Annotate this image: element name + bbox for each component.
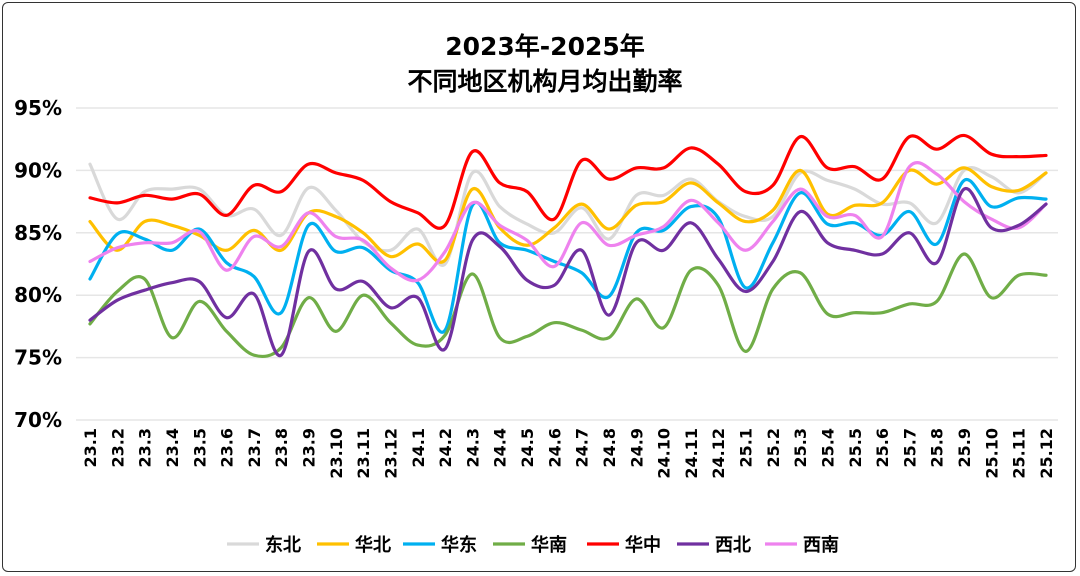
y-tick-label: 75% [14, 346, 62, 370]
x-tick-label: 25.7 [900, 428, 919, 467]
x-tick-label: 24.10 [655, 428, 674, 479]
x-tick-label: 24.5 [518, 428, 537, 467]
x-tick-label: 24.2 [436, 428, 455, 467]
y-tick-label: 70% [14, 408, 62, 432]
x-tick-label: 25.3 [791, 428, 810, 467]
x-tick-label: 23.1 [81, 428, 100, 467]
x-tick-label: 24.8 [600, 428, 619, 467]
y-tick-label: 85% [14, 221, 62, 245]
x-tick-label: 25.8 [928, 428, 947, 467]
x-tick-label: 23.9 [300, 428, 319, 467]
legend-label: 东北 [265, 534, 301, 556]
x-tick-label: 25.1 [737, 428, 756, 467]
x-tick-label: 23.12 [381, 428, 400, 479]
y-tick-label: 90% [14, 158, 62, 182]
legend-label: 西南 [803, 534, 839, 556]
x-tick-label: 24.9 [627, 428, 646, 467]
x-tick-label: 23.5 [190, 428, 209, 467]
x-tick-label: 25.6 [873, 428, 892, 467]
x-tick-label: 25.5 [846, 428, 865, 467]
chart-title-line-1: 2023年-2025年 [445, 32, 645, 61]
x-tick-label: 25.11 [1010, 428, 1029, 479]
legend-label: 西北 [715, 535, 751, 556]
x-tick-label: 23.3 [136, 428, 155, 467]
legend-label: 华北 [355, 534, 391, 556]
series-line-6 [88, 161, 1048, 283]
x-tick-label: 23.10 [327, 428, 346, 479]
x-tick-label: 25.2 [764, 428, 783, 467]
series-line-1 [88, 166, 1048, 264]
legend-label: 华南 [531, 534, 567, 556]
x-tick-label: 24.7 [573, 428, 592, 467]
x-tick-label: 23.6 [218, 428, 237, 467]
series-line-3 [88, 252, 1048, 359]
x-tick-label: 24.11 [682, 428, 701, 479]
x-tick-label: 24.4 [491, 428, 510, 467]
x-tick-label: 23.2 [108, 428, 127, 467]
x-tick-label: 23.11 [354, 428, 373, 479]
x-tick-label: 24.3 [463, 428, 482, 467]
x-tick-label: 25.9 [955, 428, 974, 467]
x-tick-label: 25.12 [1037, 428, 1056, 479]
x-tick-label: 25.10 [982, 428, 1001, 479]
x-tick-label: 23.7 [245, 428, 264, 467]
x-tick-label: 24.6 [545, 428, 564, 467]
x-tick-label: 24.1 [409, 428, 428, 467]
series-line-5 [88, 187, 1048, 357]
chart-title-line-2: 不同地区机构月均出勤率 [407, 67, 682, 96]
x-tick-label: 23.8 [272, 428, 291, 467]
legend-label: 华中 [625, 534, 661, 556]
y-tick-label: 95% [14, 96, 62, 120]
series-line-4 [88, 133, 1048, 230]
y-tick-label: 80% [14, 283, 62, 307]
legend-label: 华东 [441, 534, 477, 556]
x-tick-label: 23.4 [163, 428, 182, 467]
x-tick-label: 24.12 [709, 428, 728, 479]
x-tick-label: 25.4 [818, 428, 837, 467]
